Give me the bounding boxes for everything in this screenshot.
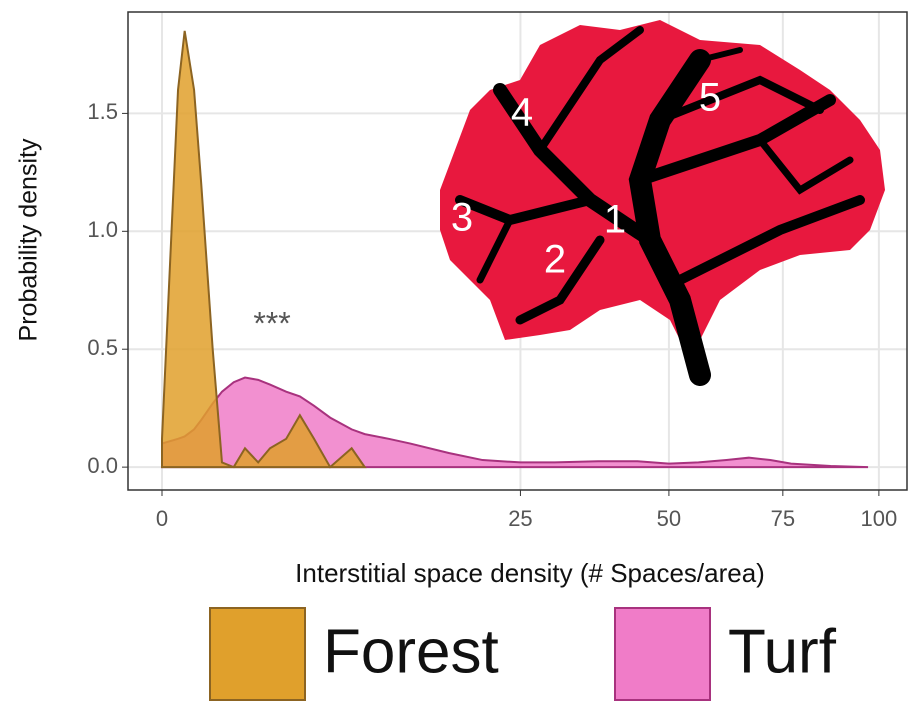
legend-swatch (614, 607, 711, 701)
plot-frame (127, 11, 908, 491)
inset-label: 1 (604, 198, 626, 242)
annotation: *** (253, 305, 290, 341)
inset-label: 2 (544, 238, 566, 282)
inset-tree: 1 2 3 4 5 (440, 20, 885, 386)
x-axis-title: Interstitial space density (# Spaces/are… (295, 558, 765, 588)
density-area (161, 30, 367, 469)
tree-canopy (440, 20, 885, 360)
inset-label: 5 (699, 76, 721, 120)
x-tick-label: 100 (861, 506, 898, 531)
y-tick-label: 1.0 (87, 217, 118, 242)
inset-label: 3 (451, 196, 473, 240)
legend-swatch (209, 607, 306, 701)
y-axis-title: Probability density (15, 138, 43, 341)
x-tick-label: 50 (657, 506, 681, 531)
y-tick-label: 0.0 (87, 453, 118, 478)
y-tick-label: 0.5 (87, 335, 118, 360)
legend-label: Forest (323, 617, 499, 686)
legend-label: Turf (728, 617, 837, 686)
x-tick-label: 75 (771, 506, 795, 531)
y-tick-label: 1.5 (87, 99, 118, 124)
x-tick-label: 25 (508, 506, 532, 531)
x-tick-label: 0 (156, 506, 168, 531)
inset-label: 4 (511, 91, 533, 135)
tree-branches (455, 26, 865, 386)
